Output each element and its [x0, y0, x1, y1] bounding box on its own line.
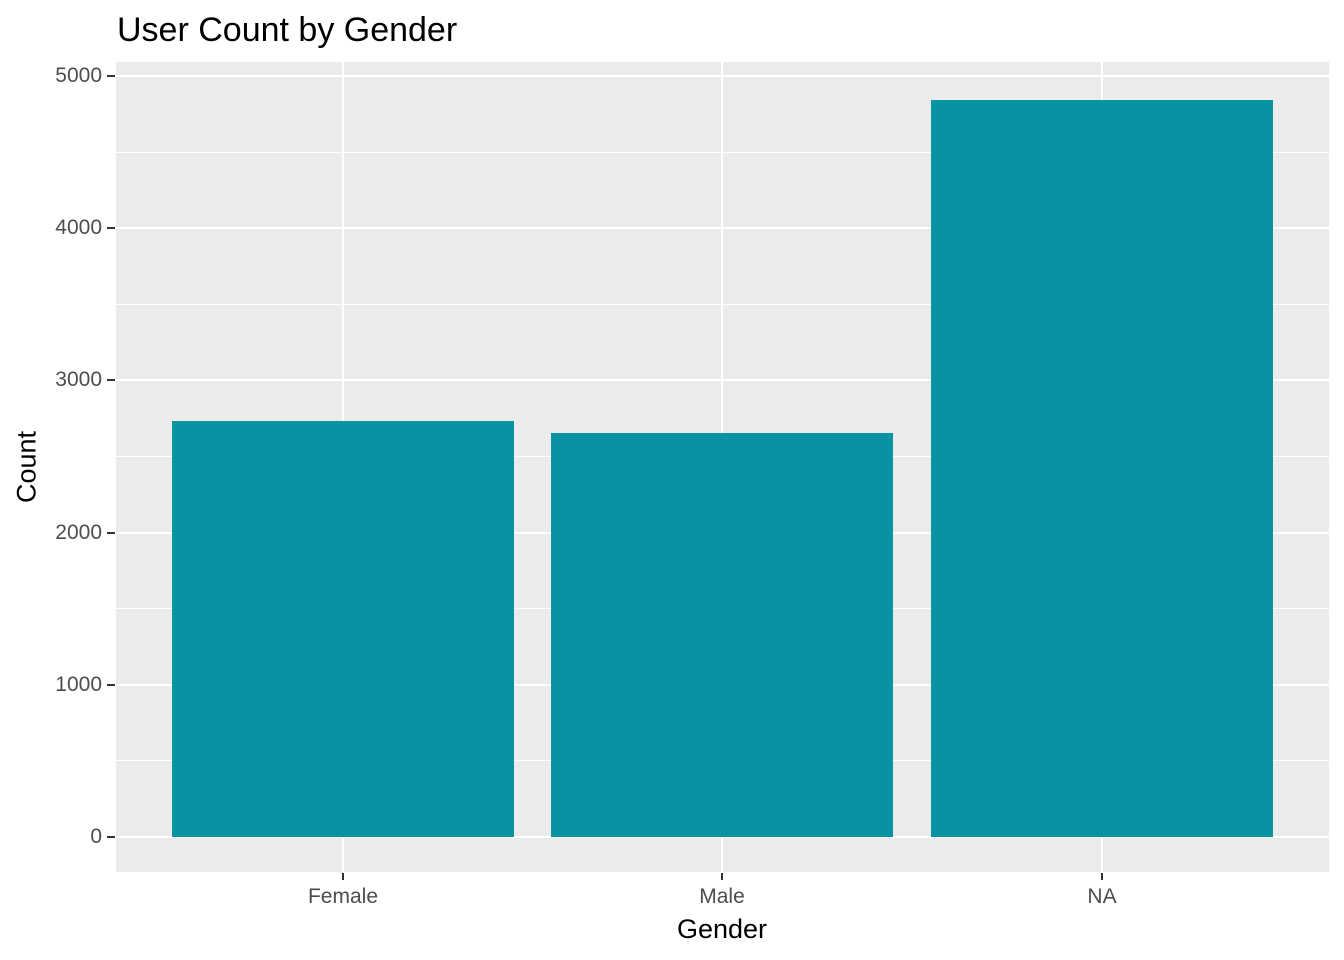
x-tick-mark-female: [342, 873, 344, 880]
y-tick-mark-2000: [107, 531, 115, 534]
x-tick-label-na: NA: [1087, 885, 1117, 908]
y-tick-label-2000: 2000: [55, 520, 102, 544]
plot-panel: [116, 62, 1329, 872]
y-tick-label-5000: 5000: [55, 64, 102, 87]
bar-na: [931, 99, 1273, 837]
y-tick-label-0: 0: [90, 825, 102, 848]
y-tick-mark-0: [107, 836, 115, 838]
x-axis-title: Gender: [676, 914, 768, 944]
x-tick-label-male: Male: [699, 885, 745, 908]
y-tick-label-3000: 3000: [55, 368, 102, 392]
y-tick-mark-1000: [107, 683, 115, 686]
x-tick-mark-na: [1101, 873, 1103, 880]
bar-male: [551, 432, 893, 837]
y-tick-label-1000: 1000: [55, 672, 102, 696]
x-tick-label-female: Female: [307, 885, 379, 908]
chart-title: User Count by Gender: [117, 11, 458, 49]
y-tick-label-4000: 4000: [55, 216, 102, 240]
y-tick-mark-5000: [107, 75, 115, 77]
y-tick-mark-3000: [107, 379, 115, 382]
x-tick-mark-male: [721, 873, 723, 880]
bar-female: [172, 421, 514, 837]
y-axis-title: Count: [11, 430, 42, 504]
y-tick-mark-4000: [107, 227, 115, 230]
